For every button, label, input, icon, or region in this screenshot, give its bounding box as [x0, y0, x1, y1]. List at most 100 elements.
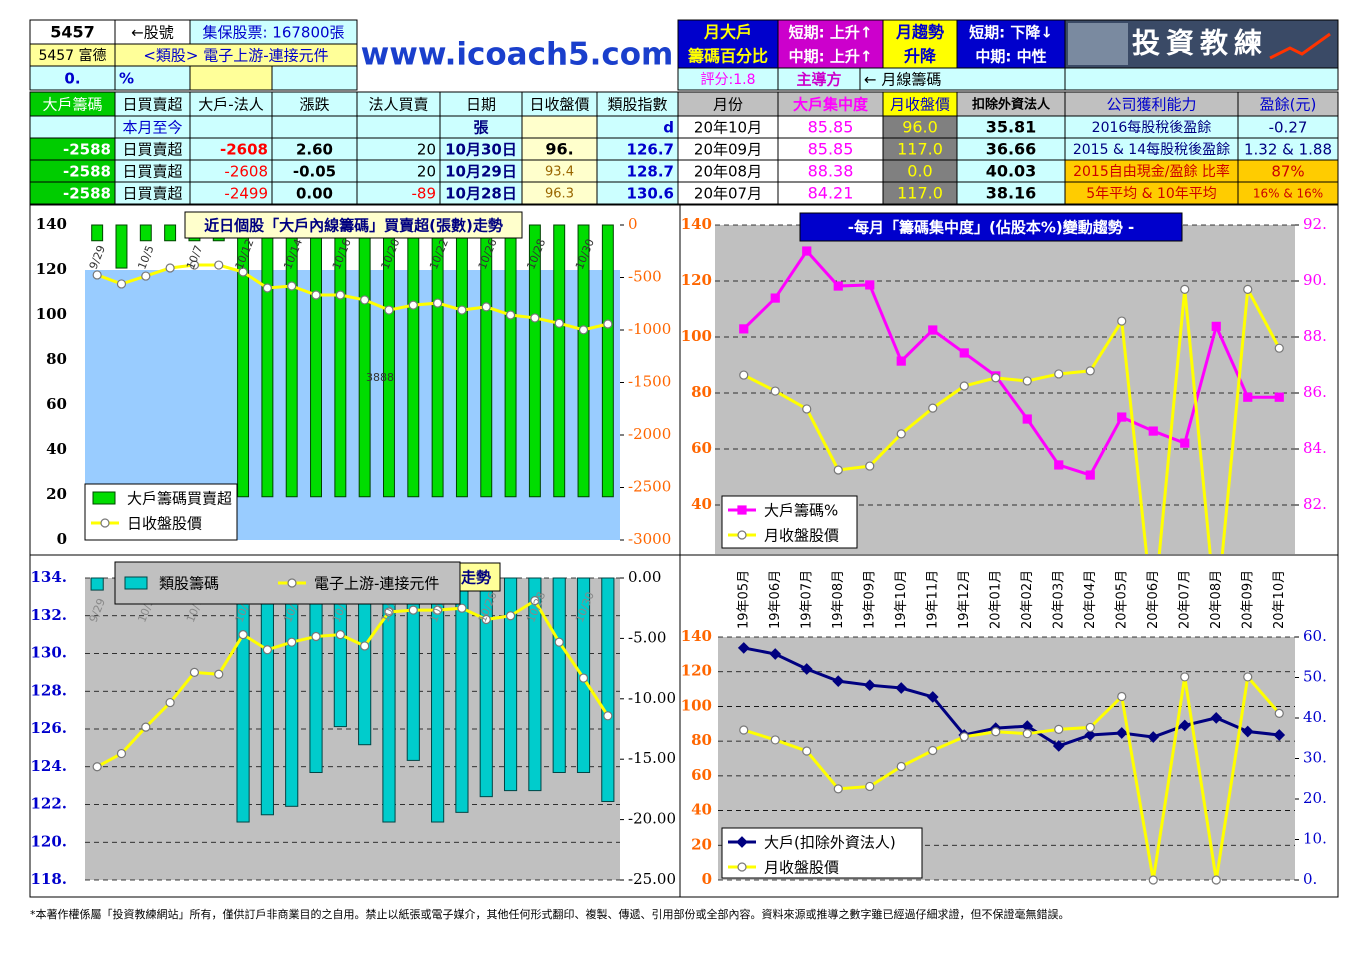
legend-marker — [737, 505, 747, 515]
x-tick-label: 20年07月 — [1177, 570, 1192, 629]
bar — [504, 224, 517, 498]
y-tick-label: 40 — [46, 440, 67, 458]
table-text: 87% — [1271, 163, 1304, 181]
legend-label: 類股籌碼 — [159, 575, 219, 593]
x-tick-label: 19年09月 — [862, 570, 877, 629]
table-text: -2588 — [63, 163, 111, 181]
table-text: 85.85 — [808, 118, 854, 137]
y-tick-label: 20 — [46, 485, 67, 503]
y-tick-label: 126. — [30, 719, 67, 737]
x-tick-label: 20年10月 — [1272, 570, 1287, 629]
table-text: -2588 — [63, 141, 111, 159]
title-box — [184, 211, 523, 239]
point — [802, 404, 812, 414]
y-tick-label: 40 — [691, 495, 712, 513]
point — [262, 283, 272, 293]
point — [1241, 725, 1254, 738]
point — [959, 348, 969, 358]
table-cell — [356, 91, 441, 117]
table-cell — [356, 115, 441, 139]
point — [1178, 719, 1191, 732]
y2-tick-label: 20. — [1303, 789, 1327, 807]
point — [802, 246, 812, 256]
y-tick-label: 130. — [30, 644, 67, 662]
point — [739, 725, 749, 735]
point — [959, 732, 969, 742]
point — [1180, 284, 1190, 294]
column-header: 漲跌 — [299, 96, 329, 114]
table-text: 126.7 — [627, 141, 674, 159]
table-text: 130.6 — [627, 185, 674, 203]
point — [737, 642, 750, 654]
y-tick-label: 100 — [36, 305, 67, 323]
cell-text: 短期: 下降↓ — [969, 24, 1053, 42]
y-tick-label: 60 — [691, 766, 712, 784]
point — [802, 746, 812, 756]
bar — [91, 224, 104, 242]
point — [928, 745, 938, 756]
bar — [261, 224, 274, 498]
table-text: 88.38 — [808, 162, 854, 181]
point — [926, 691, 939, 703]
point — [189, 260, 200, 270]
table-text: 35.81 — [986, 118, 1037, 137]
y2-tick-label: 50. — [1303, 668, 1327, 686]
y2-tick-label: 90. — [1303, 271, 1327, 289]
point — [770, 293, 780, 303]
point — [1054, 369, 1064, 379]
point — [311, 631, 321, 642]
point — [457, 305, 467, 315]
point — [1022, 414, 1032, 424]
cell-text: 中期: 上升↑ — [789, 48, 873, 66]
y-tick-label: 140 — [681, 215, 712, 233]
point — [959, 381, 969, 391]
table-cell — [882, 91, 958, 117]
point — [214, 260, 224, 270]
cell-text: 月大戶 — [703, 23, 752, 42]
point — [457, 603, 467, 613]
point — [603, 319, 613, 329]
y2-tick-label: -10.00 — [628, 689, 676, 707]
table-text: 85.85 — [808, 140, 854, 159]
bar — [139, 224, 152, 242]
point — [1117, 691, 1127, 702]
table-cell — [271, 115, 358, 139]
y-tick-label: 120 — [36, 260, 67, 278]
point — [739, 324, 749, 334]
point — [1274, 708, 1284, 718]
point — [530, 313, 540, 323]
point — [832, 675, 845, 687]
cell-text: 短期: 上升↑ — [789, 24, 873, 42]
point — [335, 630, 345, 640]
y-tick-label: 120. — [30, 832, 67, 850]
chart-title: 近日個股「大戶內線籌碼」買賣超(張數)走勢 — [204, 217, 503, 235]
point — [739, 370, 749, 380]
column-header: 大戶-法人 — [198, 96, 263, 114]
cell-text: 升降 — [904, 47, 937, 66]
cell-text: 5457 — [50, 23, 95, 42]
line — [742, 248, 1280, 477]
website: www.icoach5.com — [361, 37, 674, 73]
table-text: 20年08月 — [694, 163, 762, 181]
cell-text: 5457 富德 — [38, 47, 106, 64]
table-text: -2499 — [224, 185, 268, 203]
table-text: 張 — [473, 119, 489, 137]
table-text: 20年07月 — [694, 185, 762, 203]
point — [1117, 412, 1127, 422]
table-cell — [1237, 181, 1339, 205]
legend-marker — [100, 518, 110, 528]
y-tick-label: 100 — [681, 696, 712, 714]
cell-text: 集保股票: 167800張 — [202, 24, 344, 42]
bar — [503, 577, 518, 792]
cell-text: 評分:1.8 — [701, 72, 756, 88]
column-header: 法人買賣 — [368, 96, 428, 114]
x-tick-label: 19年08月 — [831, 570, 846, 629]
table-text: d — [663, 119, 674, 137]
bar — [601, 224, 614, 498]
point — [481, 302, 491, 312]
point — [287, 281, 297, 291]
bar — [164, 224, 177, 242]
y-tick-label: 134. — [30, 568, 67, 586]
point — [360, 295, 370, 305]
point — [1085, 722, 1095, 733]
